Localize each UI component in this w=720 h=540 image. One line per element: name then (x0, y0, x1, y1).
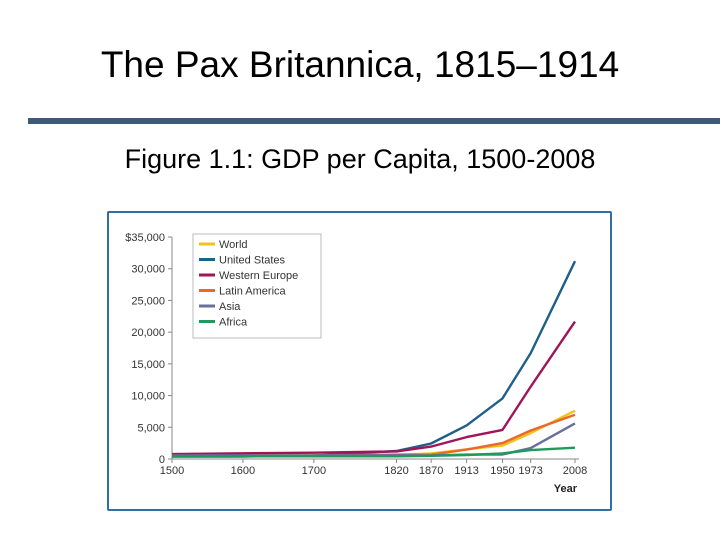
y-tick-label: 25,000 (131, 295, 165, 307)
x-tick-label: 1500 (160, 465, 184, 477)
title-divider (28, 118, 720, 124)
x-tick-label: 1700 (302, 465, 326, 477)
series-line-africa (171, 446, 576, 458)
series-line-world (171, 409, 576, 457)
x-tick-label: 1870 (419, 465, 443, 477)
legend-label: Asia (219, 301, 241, 313)
y-tick-label: 20,000 (131, 327, 165, 339)
legend-label: World (219, 239, 248, 251)
y-tick-label: 30,000 (131, 264, 165, 276)
gdp-line-chart: $35,000 30,000 25,000 20,000 15,000 10,000 5,0… (125, 232, 587, 495)
x-tick-label: 1973 (518, 465, 542, 477)
legend-label: Latin America (219, 286, 287, 298)
x-tick-label: 1600 (231, 465, 255, 477)
x-axis-title: Year (554, 483, 578, 495)
chart-frame: $35,000 30,000 25,000 20,000 15,000 10,000 5,0… (107, 211, 612, 511)
legend-label: Africa (219, 317, 248, 329)
legend-label: Western Europe (219, 270, 298, 282)
x-tick-label: 1820 (384, 465, 408, 477)
x-tick-label: 1950 (490, 465, 514, 477)
y-tick-label: 10,000 (131, 391, 165, 403)
x-tick-label: 2008 (563, 465, 587, 477)
y-tick-label: $35,000 (125, 232, 165, 244)
figure-caption: Figure 1.1: GDP per Capita, 1500-2008 (124, 144, 596, 174)
slide-title: The Pax Britannica, 1815–1914 (100, 44, 620, 85)
y-tick-label: 0 (159, 454, 165, 466)
y-tick-label: 5,000 (137, 422, 165, 434)
legend-label: United States (219, 255, 286, 267)
series-line-western-europe (171, 320, 576, 456)
x-tick-label: 1913 (454, 465, 478, 477)
y-tick-label: 15,000 (131, 359, 165, 371)
series-line-latin-america (171, 413, 576, 458)
